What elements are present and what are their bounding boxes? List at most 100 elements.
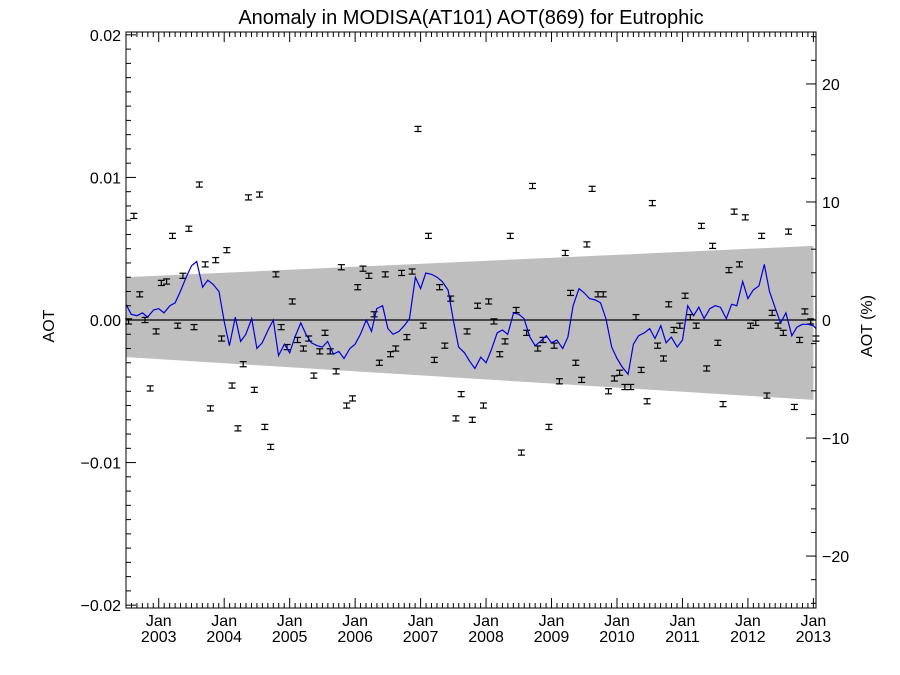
data-point	[190, 323, 198, 331]
x-tick-label-month: Jan	[473, 613, 499, 630]
data-point	[212, 256, 220, 264]
data-point	[239, 361, 247, 368]
data-point	[665, 301, 673, 308]
data-point	[136, 291, 144, 298]
data-point	[768, 309, 776, 317]
data-point	[234, 425, 242, 432]
x-tick-label-month: Jan	[211, 613, 237, 630]
data-point	[206, 405, 214, 412]
data-point	[572, 359, 580, 366]
data-point	[529, 182, 537, 190]
data-point	[441, 342, 449, 349]
x-tick-label-month: Jan	[277, 613, 303, 630]
data-point	[244, 194, 252, 201]
data-point	[430, 356, 438, 364]
data-point	[735, 261, 743, 268]
data-point	[643, 398, 651, 405]
x-tick-label-month: Jan	[408, 613, 434, 630]
data-point	[474, 302, 482, 309]
data-point	[517, 449, 525, 456]
x-tick-label-year: 2011	[665, 629, 700, 646]
data-point	[790, 403, 798, 411]
data-point	[485, 298, 493, 305]
data-point	[567, 289, 575, 297]
data-point	[616, 369, 624, 376]
data-point	[436, 284, 444, 291]
data-point	[588, 185, 596, 192]
data-point	[709, 242, 717, 250]
y-tick-label: −0.02	[81, 598, 122, 615]
x-tick-label-year: 2007	[403, 629, 439, 646]
data-point	[599, 291, 607, 298]
data-point	[223, 246, 231, 254]
data-point	[250, 386, 258, 394]
x-tick-label-year: 2008	[468, 629, 504, 646]
y-tick-label: 0.02	[90, 28, 121, 45]
data-point	[747, 322, 755, 329]
data-point	[343, 402, 351, 409]
data-point	[424, 232, 432, 240]
data-point	[627, 383, 635, 391]
data-point	[583, 241, 591, 248]
y2-tick-label: 20	[822, 77, 840, 94]
data-point	[375, 359, 383, 366]
data-point	[496, 351, 504, 358]
y-axis-label: AOT	[41, 309, 58, 342]
y-tick-label: −0.01	[81, 456, 122, 473]
running-mean-line-layer	[126, 260, 816, 376]
data-point	[545, 423, 553, 431]
x-tick-label-year: 2006	[337, 629, 373, 646]
data-point	[604, 388, 612, 395]
data-point	[676, 322, 684, 329]
x-tick-label-year: 2009	[534, 629, 570, 646]
data-point	[463, 328, 471, 335]
x-tick-label-year: 2003	[141, 629, 177, 646]
data-point	[261, 423, 269, 431]
data-point	[457, 390, 465, 398]
data-point	[648, 199, 656, 207]
data-point	[365, 272, 373, 279]
x-tick-label-year: 2004	[206, 629, 242, 646]
data-point	[578, 376, 586, 384]
x-tick-label-year: 2012	[730, 629, 766, 646]
data-point	[174, 322, 182, 329]
data-point	[452, 415, 460, 422]
x-tick-label-month: Jan	[146, 613, 172, 630]
data-point	[758, 232, 766, 240]
data-point	[398, 269, 406, 277]
data-point	[168, 232, 176, 240]
data-point	[621, 383, 629, 391]
data-point	[468, 416, 476, 423]
y2-tick-label: 10	[822, 195, 840, 212]
y2-tick-label: 0	[822, 313, 831, 330]
data-point	[157, 279, 165, 287]
data-point	[447, 295, 455, 302]
data-point	[321, 329, 329, 336]
y2-axis-label: AOT (%)	[859, 295, 876, 357]
data-point	[316, 348, 324, 355]
x-tick-label-month: Jan	[539, 613, 565, 630]
data-point	[152, 328, 160, 335]
data-point	[632, 313, 640, 321]
x-tick-label-year: 2010	[599, 629, 635, 646]
data-point	[479, 402, 487, 409]
data-point	[130, 212, 138, 220]
data-point	[337, 264, 345, 271]
axes-layer: 0.020.010.00−0.01−0.0220100−10−20Jan2003…	[81, 28, 850, 646]
data-point	[163, 278, 171, 285]
data-point	[763, 392, 771, 399]
data-point	[779, 329, 787, 336]
data-point	[692, 322, 700, 329]
data-point	[277, 323, 285, 331]
chart-title: Anomaly in MODISA(AT101) AOT(869) for Eu…	[238, 7, 703, 29]
data-point	[501, 338, 509, 345]
data-point	[381, 271, 389, 278]
data-point	[326, 348, 334, 355]
confidence-band	[126, 245, 814, 400]
data-point	[392, 345, 400, 352]
data-point	[719, 400, 727, 408]
data-point	[659, 355, 667, 362]
x-tick-label-month: Jan	[670, 613, 696, 630]
data-point	[408, 268, 416, 275]
